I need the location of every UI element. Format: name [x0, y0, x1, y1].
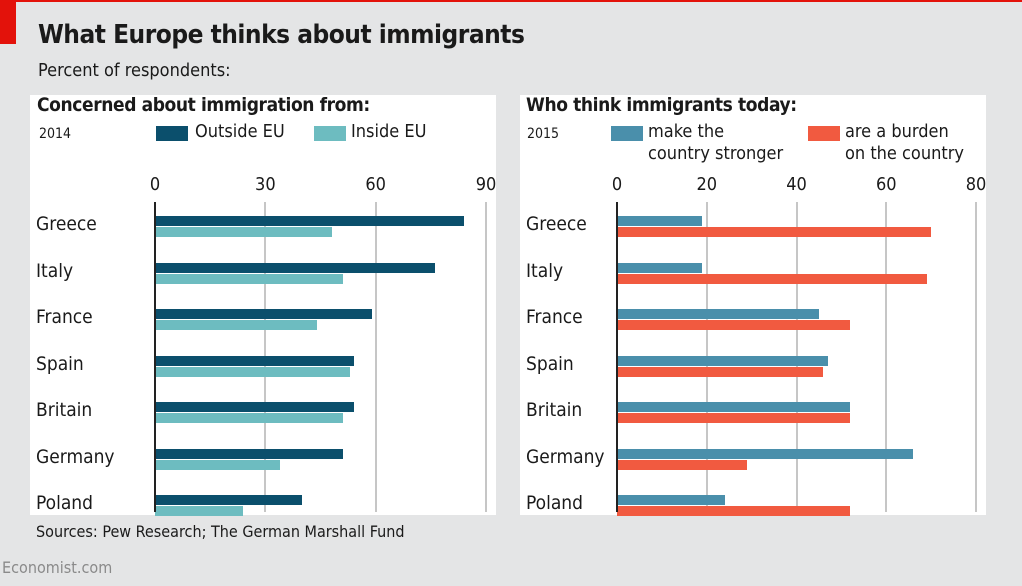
- category-label: Greece: [36, 213, 97, 235]
- legend-line: make the: [648, 121, 725, 142]
- bar-poland-series-1: [155, 506, 244, 516]
- category-label: Germany: [36, 445, 115, 468]
- bar-poland-series-0: [617, 495, 725, 505]
- tick-label: 20: [696, 174, 718, 195]
- bar-italy-series-0: [617, 262, 703, 273]
- tick-label: 0: [611, 174, 623, 195]
- legend-label-outside-eu: Outside EU: [195, 121, 285, 142]
- bar-britain-series-1: [617, 413, 851, 423]
- tick-label: 80: [965, 174, 987, 195]
- bar-greece-series-0: [155, 216, 464, 226]
- category-label: Britain: [526, 399, 583, 421]
- legend-label-inside-eu: Inside EU: [351, 121, 427, 142]
- bar-britain-series-0: [617, 402, 851, 412]
- bar-italy-series-0: [155, 262, 435, 273]
- tick-label: 0: [149, 174, 161, 195]
- page-title: What Europe thinks about immigrants: [38, 20, 525, 50]
- category-label: France: [526, 306, 583, 328]
- legend-line: on the country: [845, 143, 964, 164]
- category-label: Britain: [36, 399, 93, 421]
- category-label: Italy: [36, 259, 74, 282]
- bar-spain-series-0: [155, 355, 354, 366]
- bar-greece-series-0: [617, 216, 703, 226]
- bar-poland-series-1: [617, 506, 851, 516]
- legend-line: are a burden: [845, 121, 949, 142]
- legend-swatch-inside-eu: [314, 126, 346, 141]
- category-label: Greece: [526, 213, 587, 235]
- bar-germany-series-0: [617, 448, 914, 459]
- legend-label-stronger: make the country stronger: [648, 121, 783, 165]
- right-chart-title: Who think immigrants today:: [526, 94, 797, 116]
- zero-axis: [616, 202, 618, 512]
- bar-germany-series-0: [155, 448, 343, 459]
- bar-spain-series-1: [617, 366, 824, 377]
- tick-label: 30: [255, 174, 276, 195]
- gridline: [885, 202, 888, 512]
- legend-swatch-outside-eu: [156, 126, 188, 141]
- brand-logo: Economist.com: [2, 558, 113, 577]
- tick-label: 90: [475, 174, 497, 195]
- right-chart-year: 2015: [527, 126, 560, 142]
- bar-greece-series-1: [617, 227, 932, 237]
- bar-germany-series-1: [617, 459, 748, 470]
- bar-france-series-1: [155, 320, 317, 330]
- accent-line: [0, 0, 1022, 2]
- left-chart-year: 2014: [39, 126, 72, 142]
- source-note: Sources: Pew Research; The German Marsha…: [36, 522, 405, 541]
- category-label: Germany: [526, 445, 605, 468]
- legend-line: country stronger: [648, 143, 784, 164]
- bar-poland-series-0: [155, 495, 303, 505]
- category-label: Poland: [36, 492, 93, 514]
- legend-swatch-stronger: [611, 126, 643, 141]
- category-label: Spain: [526, 352, 574, 375]
- left-panel: [30, 95, 496, 515]
- bar-spain-series-0: [617, 355, 828, 366]
- tick-label: 60: [365, 174, 386, 195]
- category-label: Spain: [36, 352, 84, 375]
- page-subtitle: Percent of respondents:: [38, 60, 231, 81]
- bar-italy-series-1: [155, 273, 343, 284]
- right-panel: [520, 95, 986, 515]
- category-label: Italy: [526, 259, 564, 282]
- bar-italy-series-1: [617, 273, 927, 284]
- legend-label-burden: are a burden on the country: [845, 121, 964, 165]
- bar-britain-series-1: [155, 413, 343, 423]
- bar-germany-series-1: [155, 459, 281, 470]
- tick-label: 60: [875, 174, 897, 195]
- bar-france-series-1: [617, 320, 851, 330]
- bar-greece-series-1: [155, 227, 332, 237]
- tick-label: 40: [786, 174, 807, 195]
- zero-axis: [154, 202, 156, 512]
- gridline: [975, 202, 977, 512]
- accent-tag: [0, 0, 16, 44]
- bar-france-series-0: [155, 309, 372, 319]
- legend-swatch-burden: [808, 126, 840, 141]
- gridline: [374, 202, 377, 512]
- category-label: Poland: [526, 492, 583, 514]
- bar-britain-series-0: [155, 402, 354, 412]
- left-chart-title: Concerned about immigration from:: [37, 94, 370, 116]
- gridline: [485, 202, 487, 512]
- bar-france-series-0: [617, 309, 819, 319]
- bar-spain-series-1: [155, 366, 350, 377]
- category-label: France: [36, 306, 93, 328]
